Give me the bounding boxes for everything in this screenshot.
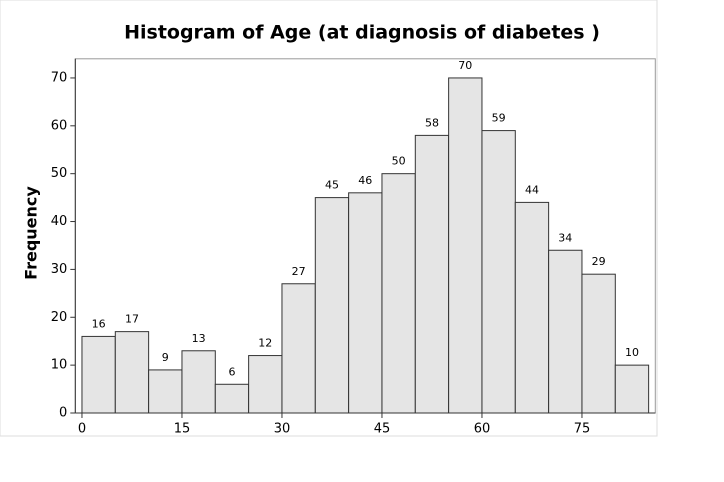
y-axis-label: Frequency xyxy=(22,186,41,280)
y-tick-label: 60 xyxy=(51,118,68,133)
y-tick-label: 40 xyxy=(51,214,68,229)
bar xyxy=(581,273,616,414)
value-label: 17 xyxy=(125,313,139,326)
value-label: 9 xyxy=(162,351,169,364)
value-label: 10 xyxy=(625,346,639,359)
y-tick-label: 70 xyxy=(51,70,68,85)
bar xyxy=(248,355,283,414)
x-tick-label: 45 xyxy=(374,422,391,437)
value-label: 27 xyxy=(292,265,306,278)
value-label: 34 xyxy=(558,231,572,244)
bar xyxy=(81,335,116,414)
value-label: 13 xyxy=(192,332,206,345)
value-label: 16 xyxy=(92,317,106,330)
y-tick-label: 10 xyxy=(51,358,68,373)
bar xyxy=(614,364,650,414)
value-label: 12 xyxy=(258,337,272,350)
x-tick-label: 60 xyxy=(474,422,491,437)
y-tick-label: 30 xyxy=(51,262,68,277)
y-tick-label: 0 xyxy=(59,406,67,421)
bar xyxy=(214,383,250,414)
value-label: 29 xyxy=(592,255,606,268)
bar xyxy=(381,173,416,414)
x-tick-label: 30 xyxy=(274,422,291,437)
bar xyxy=(181,350,216,414)
bar xyxy=(548,249,583,414)
bar xyxy=(481,130,516,414)
bar xyxy=(348,192,383,414)
chart-title: Histogram of Age (at diagnosis of diabet… xyxy=(124,22,600,44)
x-tick-label: 75 xyxy=(574,422,591,437)
value-label: 44 xyxy=(525,183,539,196)
value-label: 70 xyxy=(458,59,472,72)
bar xyxy=(281,283,316,414)
value-label: 46 xyxy=(358,174,372,187)
value-label: 6 xyxy=(228,365,235,378)
bar xyxy=(314,197,350,414)
value-label: 59 xyxy=(492,112,506,125)
bar xyxy=(148,369,183,414)
y-tick-label: 50 xyxy=(51,166,68,181)
bar xyxy=(448,77,483,414)
bar xyxy=(114,331,150,414)
x-tick-label: 15 xyxy=(174,422,191,437)
x-tick-label: 0 xyxy=(78,422,86,437)
value-label: 50 xyxy=(392,155,406,168)
value-label: 45 xyxy=(325,179,339,192)
value-label: 58 xyxy=(425,116,439,129)
y-tick-label: 20 xyxy=(51,310,68,325)
bar xyxy=(414,134,450,414)
bar xyxy=(514,201,550,414)
